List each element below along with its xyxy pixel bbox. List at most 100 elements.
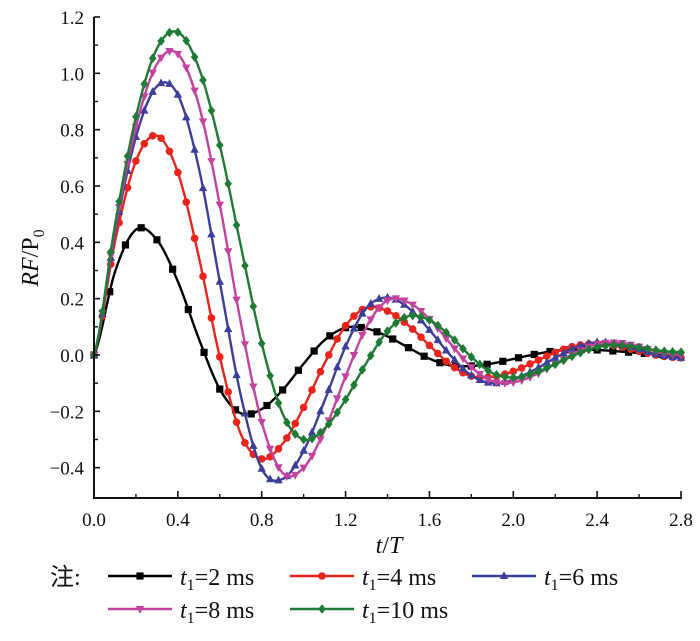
data-point: [98, 306, 107, 317]
y-tick-label: 0.6: [60, 177, 84, 198]
data-point: [442, 335, 451, 344]
data-point: [668, 347, 677, 357]
data-point: [450, 345, 459, 354]
data-point: [358, 331, 367, 340]
data-point: [310, 347, 318, 355]
data-point: [442, 345, 451, 354]
data-point: [492, 379, 501, 388]
data-point: [207, 105, 216, 116]
data-point: [182, 35, 191, 46]
legend-label-sub: 1: [551, 577, 559, 594]
data-point: [215, 276, 224, 285]
data-point: [137, 224, 145, 232]
data-point: [200, 348, 208, 356]
series-line: [92, 226, 682, 416]
legend-label-var: t: [544, 565, 552, 591]
legend-label-sub: 1: [369, 610, 377, 627]
data-point: [198, 118, 208, 127]
y-tick-label: 0.4: [60, 233, 84, 254]
data-point: [299, 434, 308, 445]
legend-label-sub: 1: [187, 577, 195, 594]
series-3: [89, 78, 686, 484]
x-tick-label: 0.8: [250, 510, 274, 531]
data-point: [467, 364, 476, 372]
data-point: [551, 348, 560, 357]
data-point: [257, 419, 266, 427]
data-point: [157, 134, 165, 143]
data-point: [274, 398, 283, 408]
data-point: [450, 355, 459, 363]
data-point: [215, 353, 224, 361]
data-point: [332, 362, 342, 371]
data-point: [232, 296, 241, 305]
data-point: [530, 350, 538, 359]
legend-label-var: t: [362, 565, 370, 591]
data-point: [266, 370, 274, 381]
legend-label: t1=10 ms: [362, 598, 448, 627]
data-point: [140, 79, 149, 89]
data-point: [551, 359, 560, 370]
axes: −0.4 −0.2 0.0 0.2 0.4 0.6 0.8 1.0 1.2 0.0 0.4 0.8 1…: [50, 8, 693, 531]
series-4: [89, 48, 686, 481]
data-point: [542, 357, 552, 366]
x-tick-label: 1.6: [418, 510, 442, 531]
data-point: [123, 151, 132, 161]
data-point: [514, 354, 523, 362]
legend-item: t1=2 ms: [108, 565, 254, 594]
data-point: [106, 247, 115, 257]
data-point: [257, 463, 266, 472]
data-point: [358, 364, 367, 375]
data-point: [366, 350, 375, 361]
data-point: [517, 371, 526, 382]
x-ticks: 0.0 0.4 0.8 1.2 1.6 2.0 2.4 2.8: [82, 491, 693, 531]
y-tick-label: 0.8: [60, 121, 84, 142]
y-tick-label: 1.0: [60, 64, 84, 85]
data-point: [408, 310, 417, 321]
data-point: [263, 401, 271, 410]
data-point: [417, 311, 425, 322]
data-point: [543, 352, 551, 360]
y-axis-title-italic: RF: [18, 257, 44, 288]
data-point: [374, 294, 384, 302]
data-point: [349, 352, 359, 360]
data-point: [546, 347, 554, 356]
data-point: [509, 367, 518, 376]
data-point: [389, 335, 397, 343]
data-point: [499, 357, 507, 365]
data-point: [199, 75, 207, 85]
data-point: [232, 418, 241, 426]
y-axis-title-sub: 0: [31, 229, 48, 237]
data-point: [165, 79, 174, 87]
data-point: [576, 341, 585, 349]
legend-label-var: t: [180, 598, 188, 624]
data-point: [458, 355, 468, 364]
data-point: [326, 332, 334, 340]
data-point: [173, 50, 183, 59]
data-point: [274, 464, 283, 473]
data-point: [350, 312, 358, 320]
data-point: [182, 198, 191, 206]
x-axis-title-slash: /: [382, 533, 389, 559]
legend-prefix: 注:: [50, 564, 81, 591]
data-point: [148, 53, 157, 64]
legend-label-var: t: [180, 565, 188, 591]
legend-label-var: t: [362, 598, 370, 624]
x-axis-title-italic: t: [376, 533, 384, 559]
data-point: [509, 379, 518, 388]
data-point: [308, 433, 316, 444]
data-point: [265, 445, 275, 454]
data-point: [157, 36, 165, 46]
data-point: [165, 27, 174, 38]
data-point: [433, 335, 443, 344]
data-point: [198, 183, 208, 192]
data-point: [249, 441, 258, 449]
legend-label: t1=6 ms: [544, 565, 618, 594]
series-5: [90, 27, 685, 445]
data-point: [153, 236, 161, 244]
data-point: [190, 87, 199, 96]
data-point: [316, 427, 325, 438]
data-point: [593, 342, 601, 352]
legend-label-rest: =8 ms: [195, 598, 255, 624]
data-point: [408, 306, 417, 315]
